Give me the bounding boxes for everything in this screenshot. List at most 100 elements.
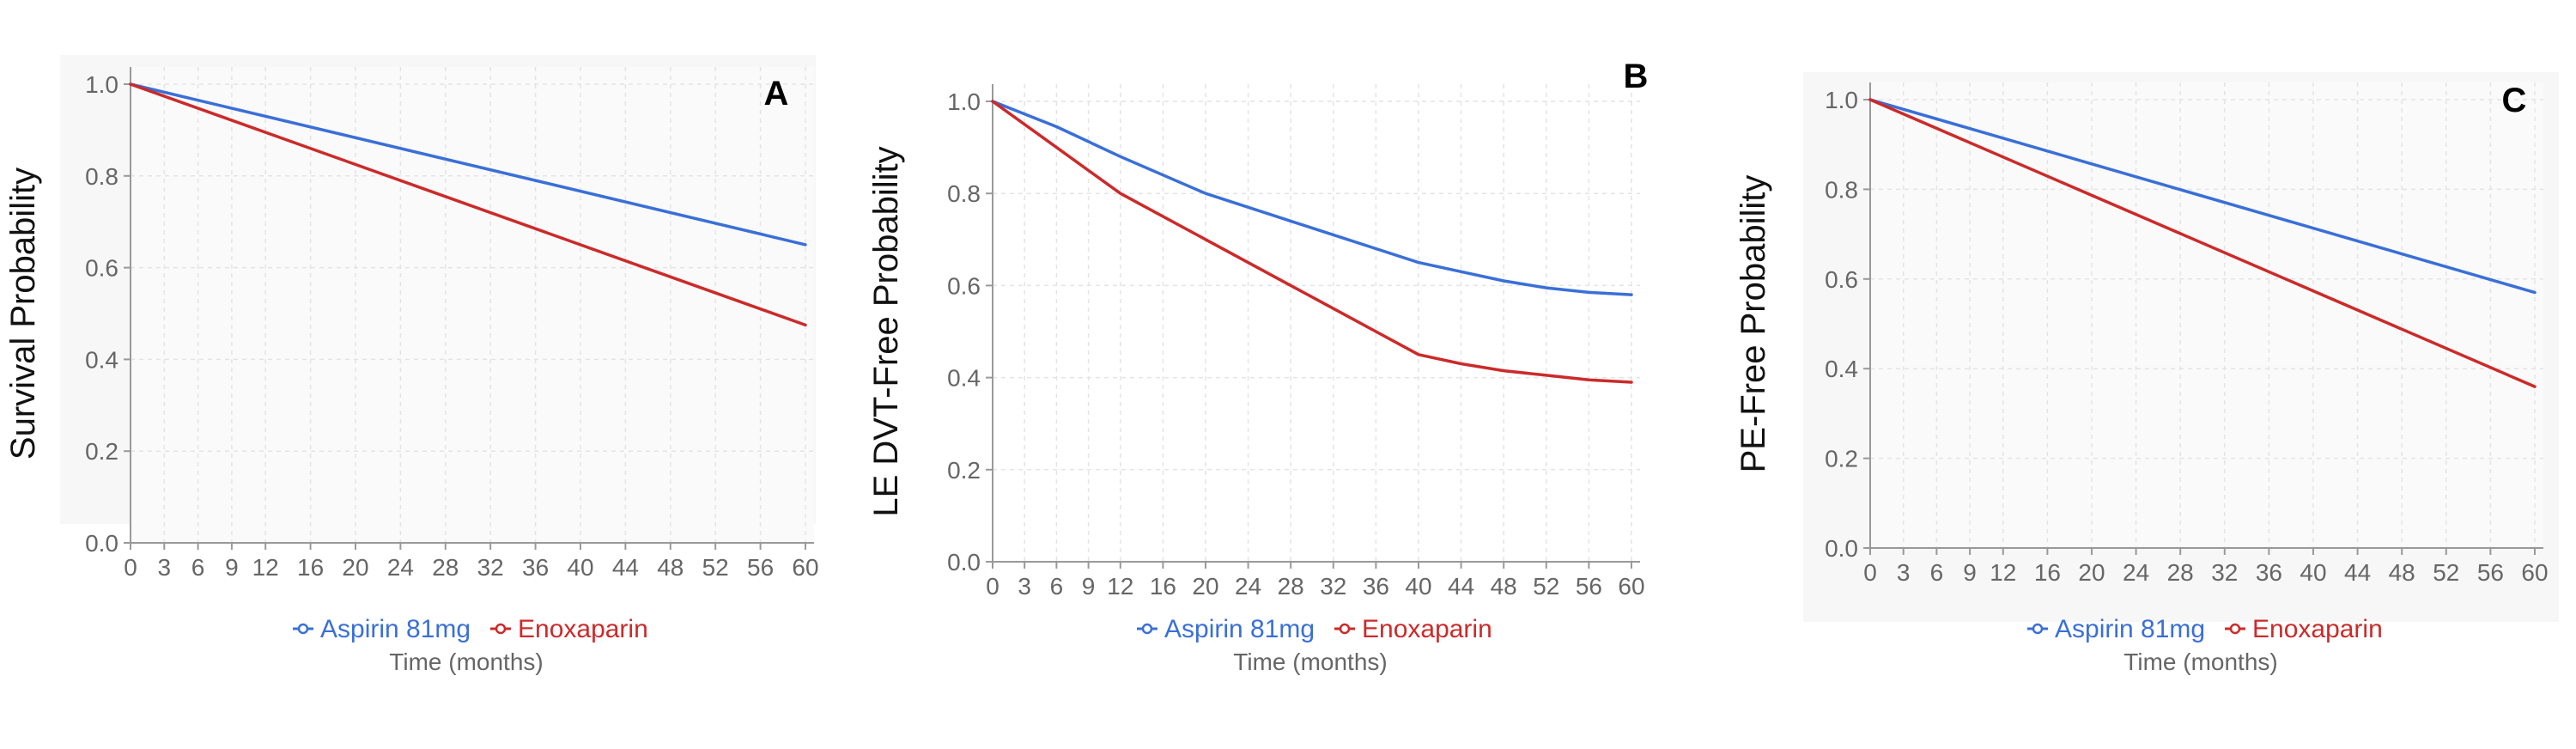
y-tick-label: 1.0 <box>85 71 118 98</box>
x-tick-label: 20 <box>342 554 368 581</box>
y-tick-label: 0.0 <box>1825 535 1858 562</box>
x-tick-label: 56 <box>2477 559 2504 586</box>
y-axis-title: Survival Probability <box>4 167 42 460</box>
chart-panel-a: 0.00.20.40.60.81.00 3 6 9 12 16 20 24 28 32 36 40 44… <box>4 55 819 675</box>
legend-item-enoxaparin[interactable]: Enoxaparin <box>2225 615 2383 643</box>
x-tick-label: 9 <box>1963 559 1977 586</box>
panel-letter: C <box>2502 82 2527 119</box>
y-tick-label: 1.0 <box>1825 87 1858 113</box>
x-tick-label: 6 <box>1050 573 1064 600</box>
x-tick-label: 12 <box>1107 573 1133 600</box>
x-tick-label: 20 <box>1192 573 1218 600</box>
legend[interactable]: Aspirin 81mg Enoxaparin <box>293 615 648 643</box>
y-tick-label: 0.4 <box>85 346 118 373</box>
y-tick-label: 0.2 <box>1825 446 1858 472</box>
legend-marker-icon <box>297 623 309 635</box>
x-tick-label: 9 <box>1082 573 1096 600</box>
y-tick-label: 0.8 <box>1825 176 1858 203</box>
x-tick-label: 20 <box>2078 559 2105 586</box>
x-tick-label: 40 <box>1405 573 1431 600</box>
series-line-enoxaparin <box>991 100 1633 384</box>
x-tick-label: 48 <box>1491 573 1517 600</box>
x-tick-label: 0 <box>124 554 137 581</box>
legend[interactable]: Aspirin 81mg Enoxaparin <box>1137 615 1492 643</box>
x-tick-label: 52 <box>702 554 729 581</box>
legend-item-aspirin[interactable]: Aspirin 81mg <box>293 615 471 643</box>
x-tick-label: 48 <box>2389 559 2415 586</box>
y-axis-title: PE-Free Probability <box>1735 175 1772 473</box>
series-line-aspirin <box>1868 98 2537 295</box>
x-tick-label: 3 <box>158 554 172 581</box>
x-tick-label: 40 <box>2300 559 2326 586</box>
legend-item-aspirin[interactable]: Aspirin 81mg <box>1137 615 1315 643</box>
y-axis-title: LE DVT-Free Probability <box>867 146 905 516</box>
x-tick-label: 24 <box>387 554 414 581</box>
x-tick-label: 32 <box>1320 573 1346 600</box>
x-tick-label: 6 <box>191 554 205 581</box>
x-tick-label: 12 <box>252 554 279 581</box>
y-tick-label: 0.6 <box>85 255 118 282</box>
legend[interactable]: Aspirin 81mg Enoxaparin <box>2027 615 2383 643</box>
x-tick-label: 36 <box>2256 559 2282 586</box>
legend-label: Enoxaparin <box>2252 615 2383 643</box>
y-tick-label: 0.4 <box>947 365 981 392</box>
y-tick-label: 0.6 <box>947 272 981 299</box>
x-tick-label: 60 <box>2521 559 2548 586</box>
legend-marker-icon <box>1339 623 1351 635</box>
x-tick-label: 0 <box>1863 559 1877 586</box>
legend-marker-icon <box>2032 623 2044 635</box>
x-tick-label: 52 <box>2433 559 2459 586</box>
x-axis-title: Time (months) <box>2123 649 2277 675</box>
x-tick-label: 44 <box>612 554 639 581</box>
x-tick-label: 32 <box>477 554 504 581</box>
x-tick-label: 16 <box>297 554 324 581</box>
x-tick-label: 9 <box>225 554 239 581</box>
legend-item-aspirin[interactable]: Aspirin 81mg <box>2027 615 2205 643</box>
series-line-enoxaparin <box>1868 98 2537 388</box>
legend-label: Enoxaparin <box>518 615 648 643</box>
x-tick-label: 52 <box>1533 573 1559 600</box>
x-tick-label: 3 <box>1897 559 1911 586</box>
x-tick-label: 44 <box>2344 559 2371 586</box>
legend-marker-icon <box>2229 623 2241 635</box>
x-tick-label: 60 <box>1618 573 1644 600</box>
series-line-aspirin <box>991 100 1633 296</box>
chart-panel-c: 0.00.20.40.60.81.00 3 6 9 12 16 20 24 28 32 36 40 44… <box>1735 72 2559 675</box>
x-tick-label: 36 <box>1363 573 1389 600</box>
legend-item-enoxaparin[interactable]: Enoxaparin <box>1334 615 1492 643</box>
y-tick-label: 0.2 <box>947 457 981 484</box>
x-axis-title: Time (months) <box>1233 649 1387 675</box>
x-tick-label: 32 <box>2211 559 2238 586</box>
x-tick-label: 16 <box>2034 559 2061 586</box>
legend-label: Aspirin 81mg <box>1164 615 1315 643</box>
x-tick-label: 12 <box>1990 559 2016 586</box>
x-tick-label: 6 <box>1930 559 1944 586</box>
chart-panel-b: 0.00.20.40.60.81.00 3 6 9 12 16 20 24 28 32 36 40 44… <box>867 58 1648 675</box>
x-tick-label: 28 <box>1278 573 1304 600</box>
x-tick-label: 3 <box>1018 573 1031 600</box>
x-tick-label: 48 <box>657 554 683 581</box>
plot-area <box>993 84 1640 562</box>
x-tick-label: 24 <box>2123 559 2149 586</box>
y-tick-label: 0.0 <box>85 530 118 557</box>
x-tick-label: 60 <box>792 554 818 581</box>
plot-area <box>1870 82 2543 548</box>
x-tick-label: 28 <box>432 554 459 581</box>
x-tick-label: 24 <box>1235 573 1261 600</box>
x-tick-label: 28 <box>2167 559 2194 586</box>
x-tick-label: 56 <box>1576 573 1602 600</box>
legend-item-enoxaparin[interactable]: Enoxaparin <box>490 615 648 643</box>
x-tick-label: 40 <box>567 554 593 581</box>
x-tick-label: 56 <box>747 554 774 581</box>
legend-label: Aspirin 81mg <box>2055 615 2205 643</box>
x-axis-title: Time (months) <box>389 649 543 675</box>
y-tick-label: 0.2 <box>85 438 118 465</box>
series-line-enoxaparin <box>129 82 807 327</box>
plot-area <box>131 67 814 543</box>
y-tick-label: 0.8 <box>85 163 118 190</box>
y-tick-label: 1.0 <box>947 88 981 115</box>
legend-label: Aspirin 81mg <box>320 615 471 643</box>
x-tick-label: 0 <box>986 573 999 600</box>
x-tick-label: 16 <box>1150 573 1176 600</box>
